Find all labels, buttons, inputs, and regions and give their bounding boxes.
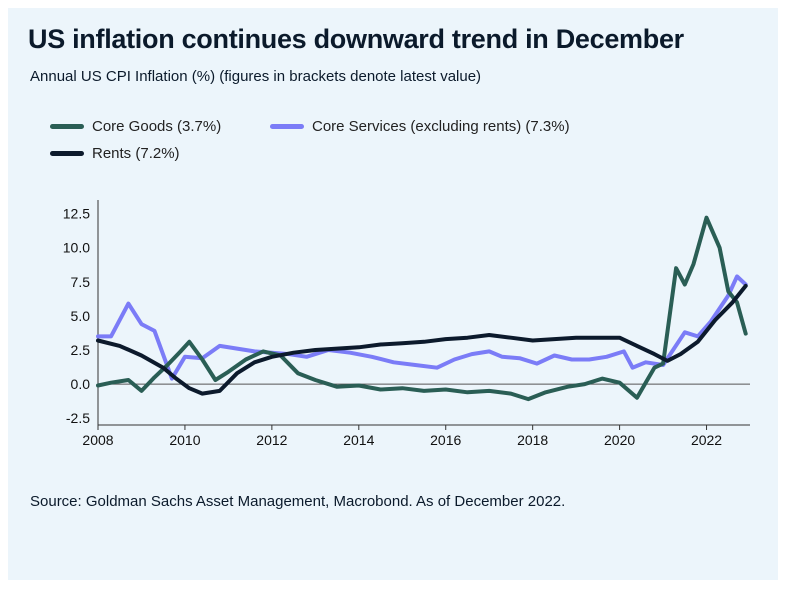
legend-label-rents: Rents (7.2%): [92, 145, 180, 162]
chart-card: [8, 8, 778, 580]
legend-swatch-rents: [50, 151, 84, 156]
x-tick-label: 2018: [517, 432, 548, 448]
legend-swatch-core-goods: [50, 124, 84, 129]
x-tick-label: 2012: [256, 432, 287, 448]
y-tick-label: 12.5: [63, 206, 90, 222]
legend-swatch-core-services: [270, 124, 304, 129]
x-tick-label: 2014: [343, 432, 374, 448]
series-line-rents: [96, 283, 748, 396]
legend-item-core-services: Core Services (excluding rents) (7.3%): [270, 118, 570, 135]
y-tick-label: 5.0: [71, 308, 91, 324]
chart-title: US inflation continues downward trend in…: [28, 24, 684, 54]
y-tick-label: 7.5: [71, 274, 91, 290]
legend-label-core-goods: Core Goods (3.7%): [92, 118, 222, 135]
source-note: Source: Goldman Sachs Asset Management, …: [30, 493, 566, 510]
y-tick-label: 10.0: [63, 240, 90, 256]
chart-subtitle: Annual US CPI Inflation (%) (figures in …: [30, 68, 482, 85]
x-tick-label: 2020: [604, 432, 635, 448]
x-tick-label: 2010: [169, 432, 200, 448]
x-tick-label: 2022: [691, 432, 722, 448]
y-tick-label: 0.0: [71, 376, 91, 392]
series-line-core-goods: [96, 215, 748, 402]
x-tick-label: 2016: [430, 432, 461, 448]
legend-item-core-goods: Core Goods (3.7%): [50, 118, 221, 135]
legend-item-rents: Rents (7.2%): [50, 145, 180, 162]
x-tick-label: 2008: [82, 432, 113, 448]
y-tick-label: -2.5: [66, 410, 90, 426]
legend-label-core-services: Core Services (excluding rents) (7.3%): [312, 118, 570, 135]
y-tick-label: 2.5: [71, 342, 91, 358]
series-line-core-services: [96, 274, 748, 381]
